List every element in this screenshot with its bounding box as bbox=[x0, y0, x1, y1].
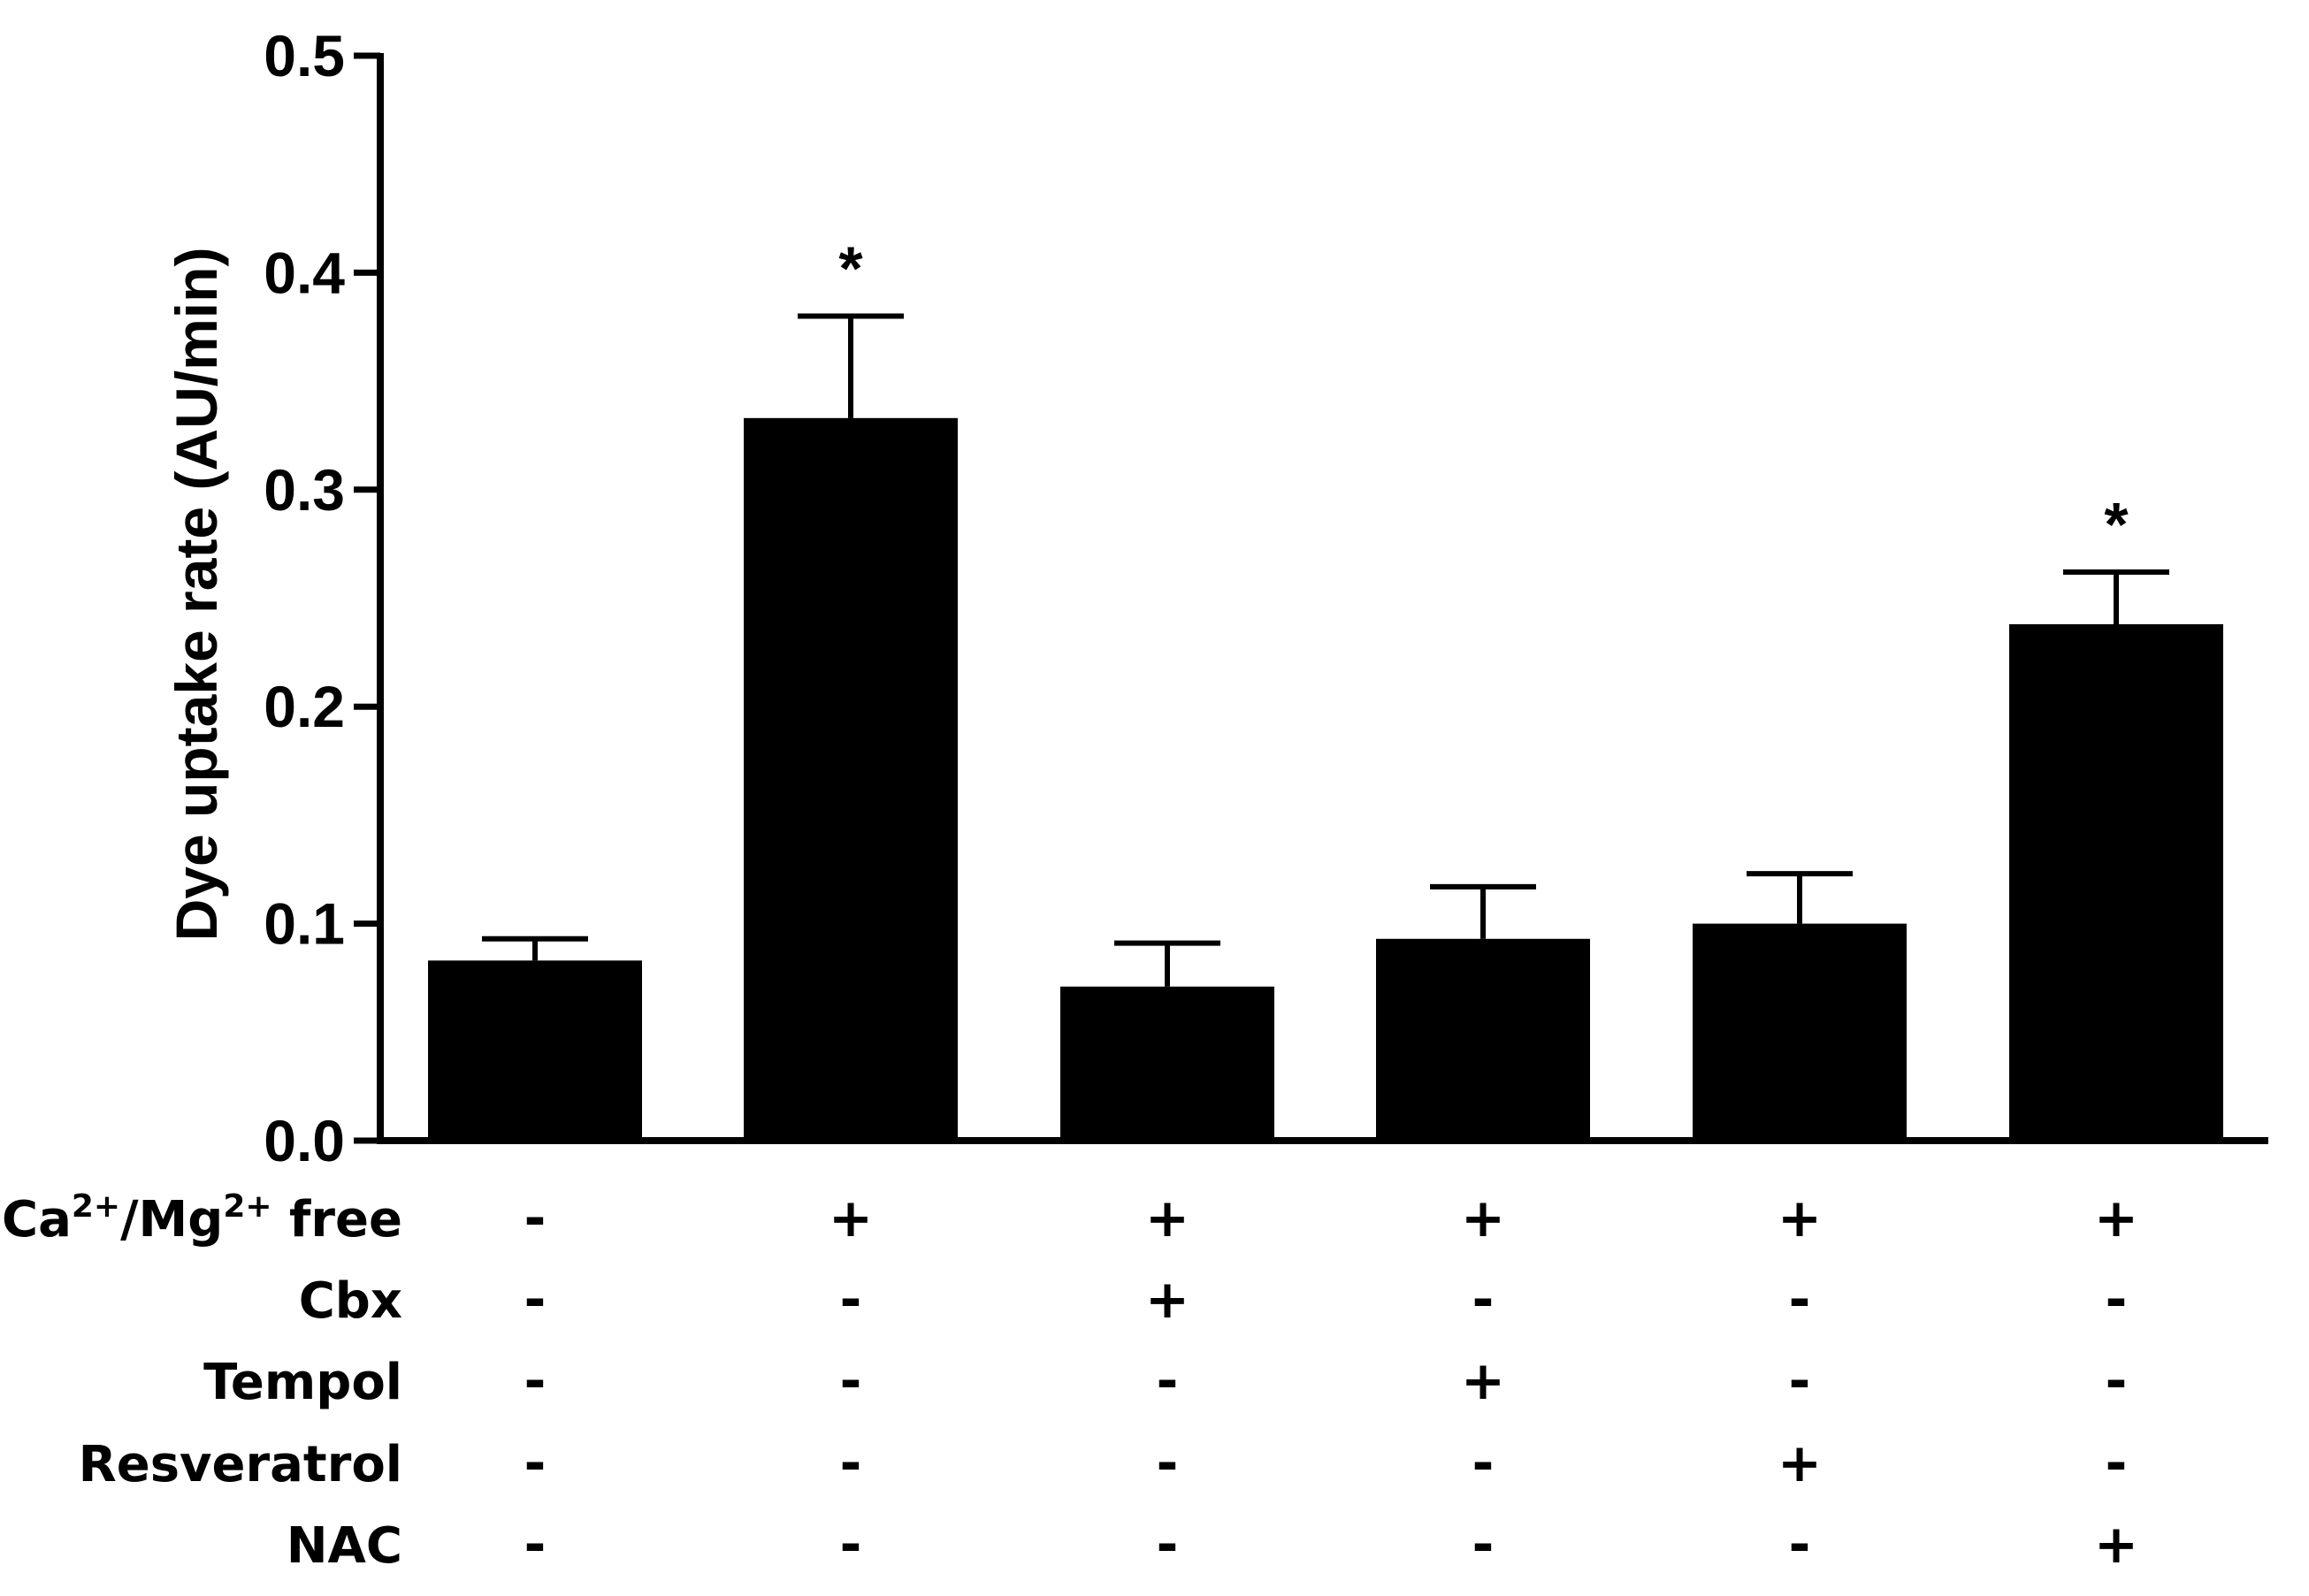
condition-label: Resveratrol bbox=[79, 1436, 402, 1493]
condition-label: Tempol bbox=[203, 1354, 402, 1411]
bar bbox=[1376, 938, 1590, 1141]
bar bbox=[744, 417, 958, 1141]
minus-mark: - bbox=[840, 1269, 862, 1331]
axes bbox=[377, 53, 2268, 1144]
superscript: 2+ bbox=[223, 1188, 271, 1225]
minus-mark: - bbox=[1789, 1350, 1811, 1412]
minus-mark: - bbox=[1472, 1514, 1495, 1576]
minus-mark: - bbox=[2106, 1269, 2128, 1331]
condition-label-part: /Mg bbox=[120, 1191, 223, 1249]
y-tick-label: 0.0 bbox=[264, 1108, 345, 1173]
y-axis-label: Dye uptake rate (AU/min) bbox=[164, 248, 229, 942]
condition-table: Ca2+/Mg2+ free - + + + + +Cbx - - + - - -Tempol - - - + -… bbox=[2, 1187, 2138, 1576]
bar bbox=[428, 960, 642, 1141]
y-tick-label: 0.4 bbox=[264, 240, 345, 305]
error-bars bbox=[482, 313, 2169, 987]
minus-mark: - bbox=[1789, 1514, 1811, 1576]
superscript: 2+ bbox=[72, 1188, 120, 1225]
plus-mark: + bbox=[829, 1187, 873, 1249]
minus-mark: - bbox=[524, 1514, 547, 1576]
plus-mark: + bbox=[1778, 1187, 1822, 1249]
y-tick-label: 0.3 bbox=[264, 457, 345, 523]
bars bbox=[428, 417, 2223, 1141]
minus-mark: - bbox=[524, 1350, 547, 1412]
plus-mark: + bbox=[1145, 1269, 1189, 1331]
minus-mark: - bbox=[1157, 1432, 1179, 1494]
minus-mark: - bbox=[1789, 1269, 1811, 1331]
bar bbox=[1060, 986, 1274, 1141]
minus-mark: - bbox=[840, 1350, 862, 1412]
condition-label: Cbx bbox=[299, 1272, 402, 1330]
plus-mark: + bbox=[1461, 1350, 1505, 1412]
condition-label: Ca2+/Mg2+ free bbox=[2, 1188, 402, 1249]
minus-mark: - bbox=[840, 1514, 862, 1576]
condition-label-part: Ca bbox=[2, 1191, 72, 1249]
minus-mark: - bbox=[2106, 1350, 2128, 1412]
plus-mark: + bbox=[1778, 1432, 1822, 1494]
minus-mark: - bbox=[1472, 1432, 1495, 1494]
y-tick-label: 0.2 bbox=[264, 674, 345, 739]
y-tick-label: 0.5 bbox=[264, 23, 345, 88]
significance-markers: ** bbox=[838, 233, 2129, 559]
minus-mark: - bbox=[524, 1187, 547, 1249]
y-ticks: 0.0 0.1 0.2 0.3 0.4 0.5 bbox=[264, 23, 380, 1173]
minus-mark: - bbox=[840, 1432, 862, 1494]
plus-mark: + bbox=[1145, 1187, 1189, 1249]
significance-star: * bbox=[838, 233, 863, 302]
condition-label-part: free bbox=[272, 1191, 402, 1249]
minus-mark: - bbox=[524, 1269, 547, 1331]
bar bbox=[2009, 623, 2223, 1141]
condition-label: NAC bbox=[287, 1517, 402, 1575]
bar bbox=[1693, 923, 1907, 1141]
minus-mark: - bbox=[1157, 1350, 1179, 1412]
significance-star: * bbox=[2104, 490, 2129, 559]
plus-mark: + bbox=[2094, 1187, 2138, 1249]
plus-mark: + bbox=[2094, 1514, 2138, 1576]
plus-mark: + bbox=[1461, 1187, 1505, 1249]
minus-mark: - bbox=[2106, 1432, 2128, 1494]
minus-mark: - bbox=[524, 1432, 547, 1494]
minus-mark: - bbox=[1472, 1269, 1495, 1331]
minus-mark: - bbox=[1157, 1514, 1179, 1576]
y-tick-label: 0.1 bbox=[264, 891, 345, 957]
